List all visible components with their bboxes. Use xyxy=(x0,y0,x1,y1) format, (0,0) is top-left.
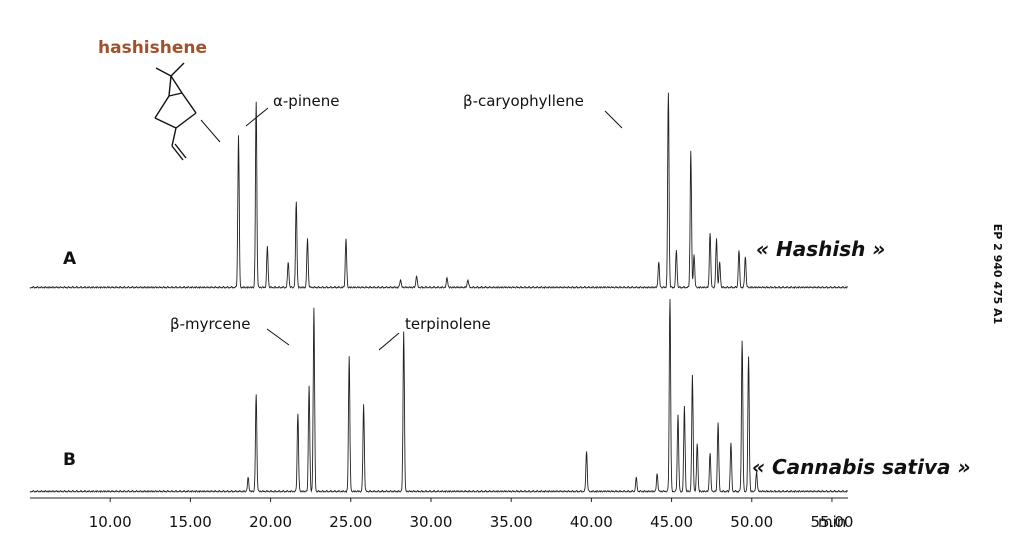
x-axis-unit: min xyxy=(818,513,846,531)
x-tick-label: 55.00 xyxy=(810,513,853,531)
label-beta-myrcene: β-myrcene xyxy=(170,315,251,333)
label-alpha-pinene: α-pinene xyxy=(273,92,339,110)
panel-label-a: A xyxy=(63,249,77,269)
leader-beta-myrcene xyxy=(266,328,290,346)
leader-beta-caryophyllene xyxy=(604,110,623,129)
hashishene-structure-icon xyxy=(154,62,197,161)
leader-alpha-pinene xyxy=(245,107,269,127)
sample-name-cannabis-sativa: « Cannabis sativa » xyxy=(752,455,970,479)
x-tick-label: 45.00 xyxy=(650,513,693,531)
x-tick-label: 20.00 xyxy=(249,513,292,531)
leader-hashishene xyxy=(200,119,221,143)
trace-cannabis-sativa xyxy=(29,298,849,494)
panel-label-b: B xyxy=(63,450,76,470)
x-axis-ticks: 10.00 15.00 20.00 25.00 30.00 35.00 40.00 45.00… xyxy=(89,498,853,531)
document-number: EP 2 940 475 A1 xyxy=(991,224,1004,325)
x-tick-label: 50.00 xyxy=(730,513,773,531)
trace-hashish xyxy=(29,92,849,290)
label-terpinolene: terpinolene xyxy=(405,315,491,333)
x-tick-label: 35.00 xyxy=(490,513,533,531)
label-beta-caryophyllene: β-caryophyllene xyxy=(463,92,584,110)
leader-terpinolene xyxy=(378,332,400,351)
x-tick-label: 40.00 xyxy=(570,513,613,531)
x-tick-label: 30.00 xyxy=(410,513,453,531)
sample-name-hashish: « Hashish » xyxy=(756,237,885,261)
label-hashishene: hashishene xyxy=(98,38,207,58)
x-tick-label: 25.00 xyxy=(329,513,372,531)
x-tick-label: 15.00 xyxy=(169,513,212,531)
x-tick-label: 10.00 xyxy=(89,513,132,531)
